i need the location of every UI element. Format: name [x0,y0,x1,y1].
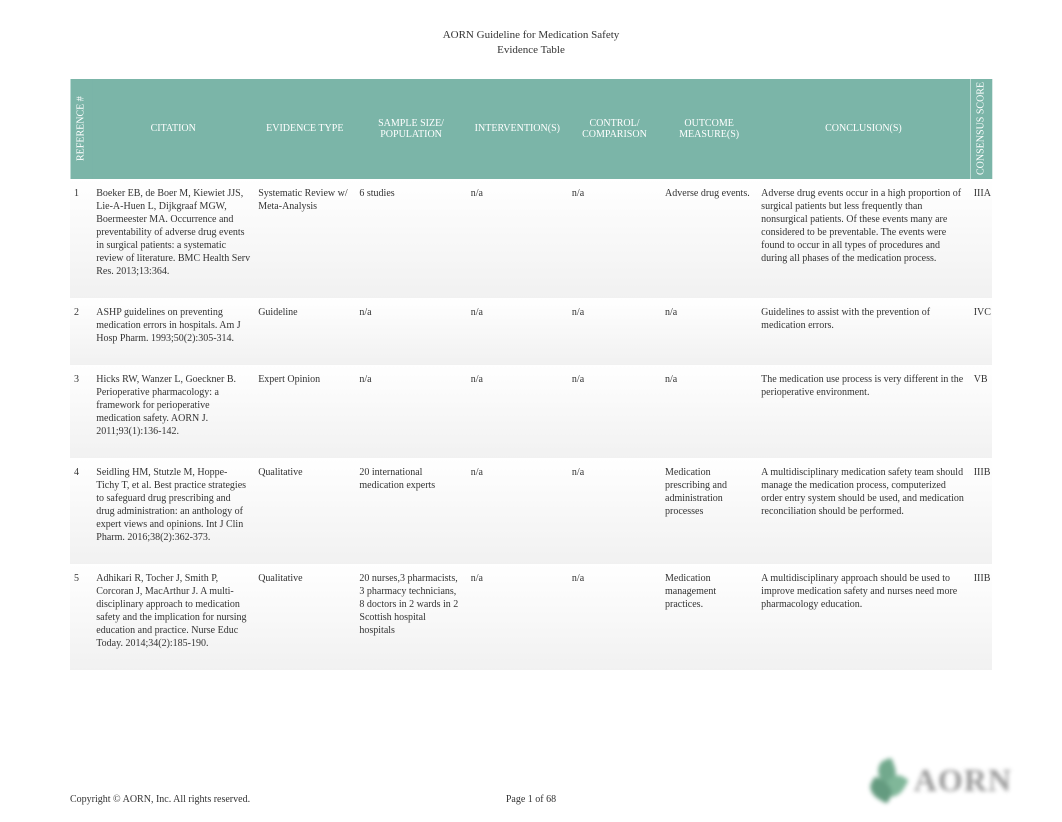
footer-copyright: Copyright © AORN, Inc. All rights reserv… [70,794,250,805]
col-header-citation: CITATION [92,79,254,179]
cell-score: IIIB [970,458,992,564]
aorn-logo-text: AORN [914,762,1012,799]
cell-evidence-type: Qualitative [254,458,355,564]
table-header-row: REFERENCE # CITATION EVIDENCE TYPE SAMPL… [70,79,992,179]
cell-ref: 2 [70,298,92,365]
cell-ref: 5 [70,564,92,670]
cell-sample: 20 nurses,3 pharmacists, 3 pharmacy tech… [355,564,466,670]
cell-score: IVC [970,298,992,365]
cell-evidence-type: Expert Opinion [254,365,355,458]
cell-score: IIIB [970,564,992,670]
col-header-sample: SAMPLE SIZE/ POPULATION [355,79,466,179]
cell-sample: n/a [355,365,466,458]
cell-ref: 3 [70,365,92,458]
cell-score: VB [970,365,992,458]
cell-control: n/a [568,179,661,298]
cell-intervention: n/a [467,298,568,365]
cell-ref: 4 [70,458,92,564]
table-row: 4 Seidling HM, Stutzle M, Hoppe-Tichy T,… [70,458,992,564]
col-header-conclusion: CONCLUSION(S) [757,79,970,179]
cell-evidence-type: Systematic Review w/ Meta-Analysis [254,179,355,298]
page-header: AORN Guideline for Medication Safety Evi… [0,0,1062,59]
table-row: 3 Hicks RW, Wanzer L, Goeckner B. Periop… [70,365,992,458]
document-title: AORN Guideline for Medication Safety [0,28,1062,43]
cell-conclusion: Adverse drug events occur in a high prop… [757,179,970,298]
cell-conclusion: A multidisciplinary approach should be u… [757,564,970,670]
cell-intervention: n/a [467,564,568,670]
cell-outcome: Adverse drug events. [661,179,757,298]
evidence-table: REFERENCE # CITATION EVIDENCE TYPE SAMPL… [70,79,992,670]
document-subtitle: Evidence Table [0,43,1062,58]
cell-citation: ASHP guidelines on preventing medication… [92,298,254,365]
col-header-evidence-type: EVIDENCE TYPE [254,79,355,179]
cell-citation: Adhikari R, Tocher J, Smith P, Corcoran … [92,564,254,670]
table-row: 1 Boeker EB, de Boer M, Kiewiet JJS, Lie… [70,179,992,298]
cell-outcome: n/a [661,298,757,365]
cell-score: IIIA [970,179,992,298]
cell-conclusion: Guidelines to assist with the prevention… [757,298,970,365]
evidence-table-container: REFERENCE # CITATION EVIDENCE TYPE SAMPL… [70,79,992,670]
cell-evidence-type: Qualitative [254,564,355,670]
col-header-score: CONSENSUS SCORE [970,79,992,179]
cell-outcome: n/a [661,365,757,458]
footer-page-number: Page 1 of 68 [506,794,556,805]
table-body: 1 Boeker EB, de Boer M, Kiewiet JJS, Lie… [70,179,992,670]
cell-control: n/a [568,458,661,564]
col-header-outcome: OUTCOME MEASURE(S) [661,79,757,179]
table-row: 5 Adhikari R, Tocher J, Smith P, Corcora… [70,564,992,670]
col-header-control: CONTROL/ COMPARISON [568,79,661,179]
cell-citation: Seidling HM, Stutzle M, Hoppe-Tichy T, e… [92,458,254,564]
cell-sample: n/a [355,298,466,365]
cell-conclusion: The medication use process is very diffe… [757,365,970,458]
cell-sample: 20 international medication experts [355,458,466,564]
cell-evidence-type: Guideline [254,298,355,365]
col-header-intervention: INTERVENTION(S) [467,79,568,179]
aorn-logo: AORN [868,760,1012,800]
cell-outcome: Medication management practices. [661,564,757,670]
cell-sample: 6 studies [355,179,466,298]
cell-outcome: Medication prescribing and administratio… [661,458,757,564]
cell-control: n/a [568,564,661,670]
cell-intervention: n/a [467,365,568,458]
cell-intervention: n/a [467,179,568,298]
cell-control: n/a [568,365,661,458]
cell-conclusion: A multidisciplinary medication safety te… [757,458,970,564]
cell-intervention: n/a [467,458,568,564]
cell-ref: 1 [70,179,92,298]
table-row: 2 ASHP guidelines on preventing medicati… [70,298,992,365]
cell-control: n/a [568,298,661,365]
cell-citation: Hicks RW, Wanzer L, Goeckner B. Perioper… [92,365,254,458]
col-header-reference: REFERENCE # [70,79,92,179]
cell-citation: Boeker EB, de Boer M, Kiewiet JJS, Lie-A… [92,179,254,298]
aorn-logo-icon [868,760,904,800]
